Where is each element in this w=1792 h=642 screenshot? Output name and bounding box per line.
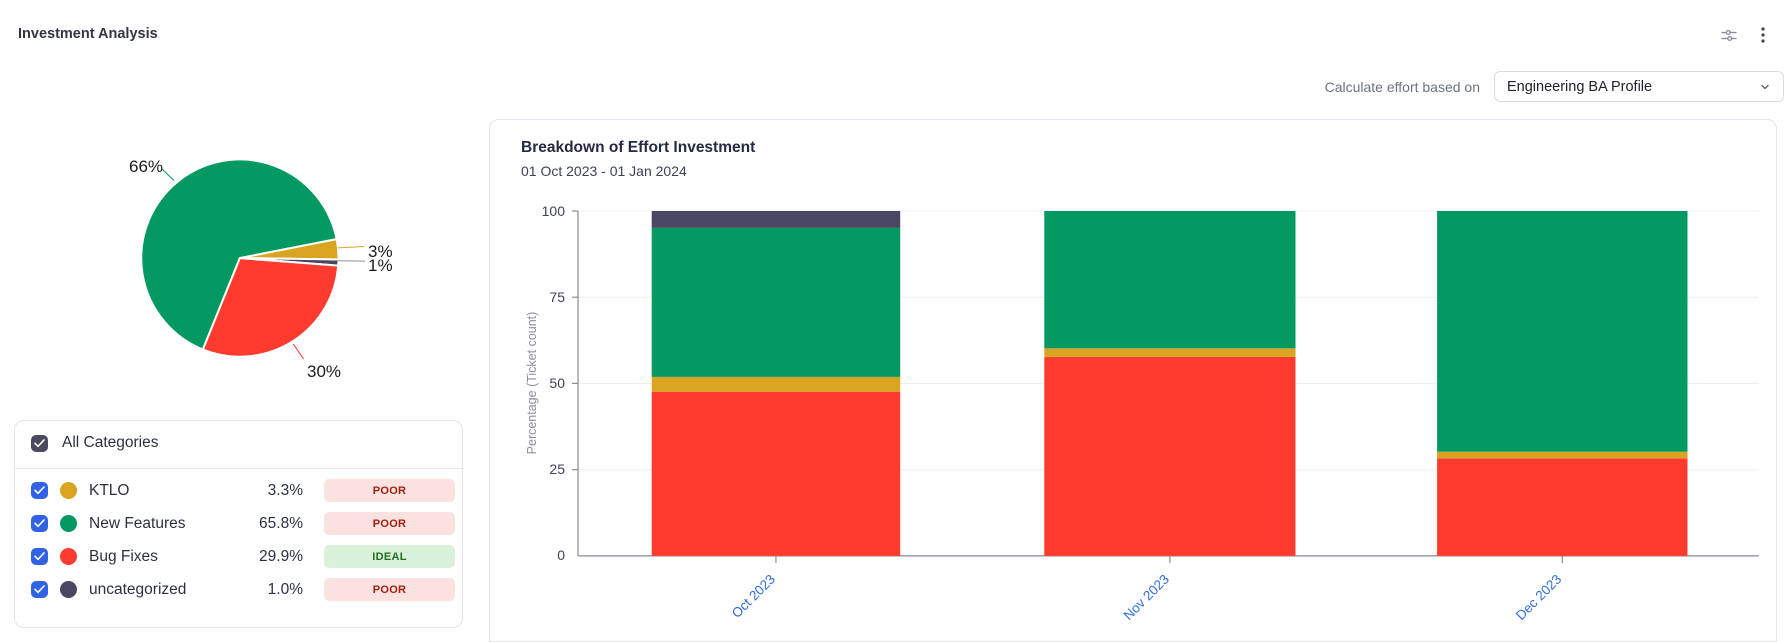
svg-text:Nov 2023: Nov 2023 — [1121, 572, 1172, 623]
svg-text:0: 0 — [557, 547, 565, 563]
svg-text:Oct 2023: Oct 2023 — [729, 572, 778, 621]
svg-text:Dec 2023: Dec 2023 — [1513, 572, 1564, 623]
svg-text:Percentage (Ticket count): Percentage (Ticket count) — [525, 312, 539, 455]
svg-text:25: 25 — [549, 461, 565, 477]
svg-text:75: 75 — [549, 289, 565, 305]
svg-text:50: 50 — [549, 375, 565, 391]
svg-text:100: 100 — [542, 203, 566, 219]
